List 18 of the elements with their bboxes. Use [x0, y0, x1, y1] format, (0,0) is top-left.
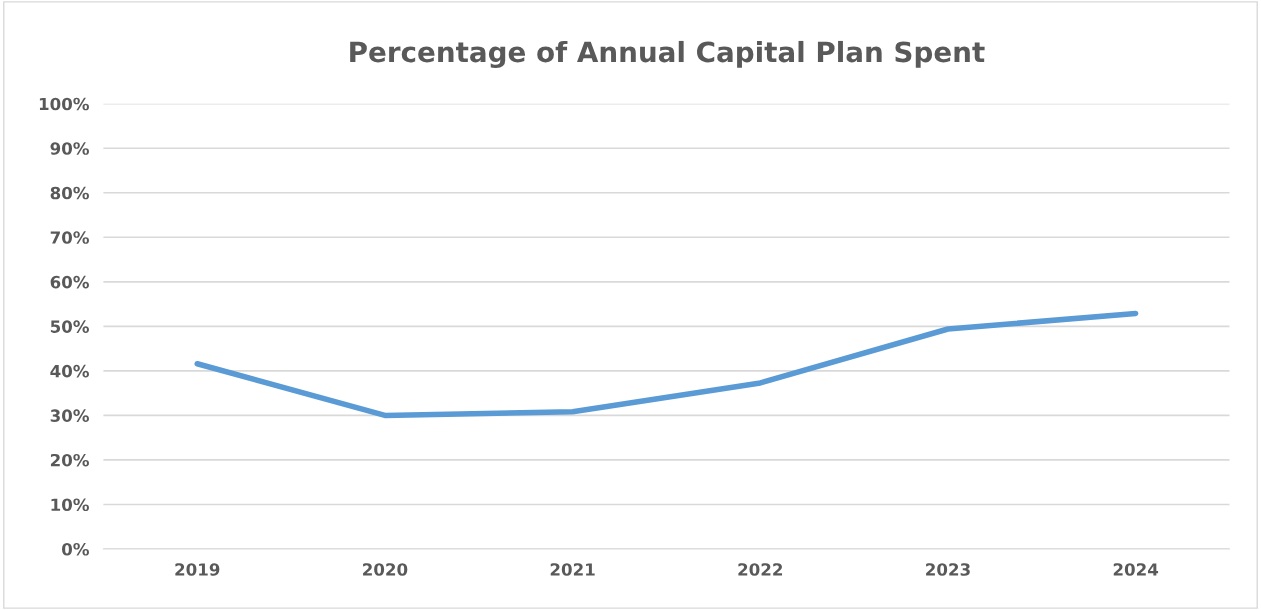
- y-tick-label: 20%: [50, 453, 89, 467]
- x-tick-label: 2022: [738, 563, 783, 576]
- y-tick-label: 90%: [50, 142, 89, 155]
- y-tick-label: 60%: [50, 275, 89, 289]
- x-tick-label: 2024: [1113, 563, 1159, 576]
- y-tick-label: 0%: [62, 542, 89, 556]
- x-tick-label: 2023: [926, 563, 970, 576]
- y-tick-label: 50%: [50, 320, 89, 333]
- y-tick-label: 40%: [50, 364, 89, 378]
- x-tick-label: 2019: [175, 563, 220, 576]
- x-tick-label: 2020: [363, 563, 408, 576]
- chart-title: Percentage of Annual Capital Plan Spent: [350, 40, 985, 69]
- x-tick-label: 2021: [550, 563, 595, 576]
- y-tick-label: 30%: [50, 409, 89, 422]
- y-tick-label: 70%: [50, 231, 89, 244]
- y-tick-label: 100%: [39, 97, 89, 111]
- y-tick-label: 80%: [50, 186, 89, 200]
- y-tick-label: 10%: [51, 498, 89, 512]
